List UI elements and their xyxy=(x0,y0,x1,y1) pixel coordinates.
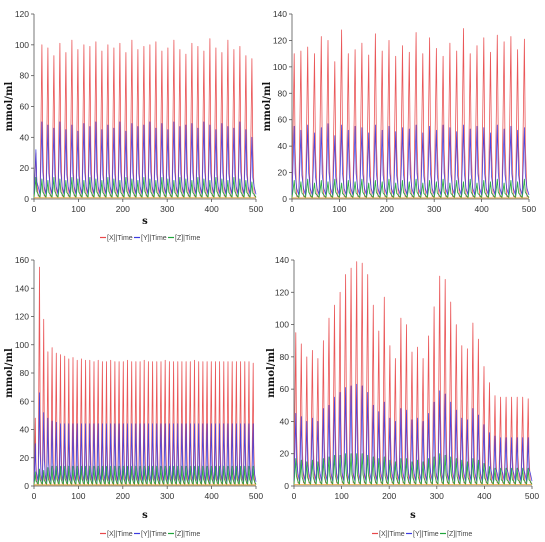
chart-top-left: 0 20 40 60 80 100 120 0 100 200 300 400 500 mmol/ml s [… xyxy=(4,9,263,242)
y-tick-label: 100 xyxy=(275,320,289,330)
y-tick-label: 80 xyxy=(280,352,290,362)
y-tick-label: 100 xyxy=(15,340,29,350)
legend-entry: [Z]|Time xyxy=(447,531,472,538)
y-tick-label: 140 xyxy=(275,255,289,265)
series-line-z xyxy=(293,453,533,485)
x-tick-label: 500 xyxy=(525,491,539,501)
y-tick-label: 20 xyxy=(278,168,288,178)
y-tick-label: 140 xyxy=(15,283,29,293)
x-axis-label: s xyxy=(142,216,148,227)
y-axis-label: mmol/ml xyxy=(4,81,15,131)
x-tick-label: 200 xyxy=(116,491,130,501)
series-line-x xyxy=(293,261,533,484)
y-tick-label: 80 xyxy=(20,71,30,81)
y-tick-label: 20 xyxy=(20,453,30,463)
series-line-y xyxy=(33,121,257,195)
legend-entry: [X]|Time xyxy=(379,531,405,538)
y-tick-label: 80 xyxy=(278,88,288,98)
series-line-z xyxy=(291,178,530,199)
legend-entry: [X]|Time xyxy=(107,235,133,242)
legend-entry: [Z]|Time xyxy=(175,531,200,538)
legend-entry: [Y]|Time xyxy=(141,531,167,538)
y-axis-label: mmol/ml xyxy=(4,348,15,398)
x-tick-label: 100 xyxy=(71,491,85,501)
x-tick-label: 400 xyxy=(475,204,489,214)
legend-entry: [X]|Time xyxy=(107,531,133,538)
y-tick-label: 20 xyxy=(280,449,290,459)
chart-panel-top-right: 0 20 40 60 80 100 120 140 0 100 200 300 400 500 mmol/m… xyxy=(262,0,545,248)
legend-entry: [Y]|Time xyxy=(141,235,167,242)
series-line-y xyxy=(291,123,530,196)
y-tick-label: 40 xyxy=(20,132,30,142)
y-tick-label: 0 xyxy=(24,194,29,204)
y-tick-label: 80 xyxy=(20,368,30,378)
chart-bottom-right: 0 20 40 60 80 100 120 140 0 100 200 300 400 500 mmol/m… xyxy=(266,255,539,538)
chart-panel-bottom-right: 0 20 40 60 80 100 120 140 0 100 200 300 400 500 mmol/m… xyxy=(266,246,545,542)
series-line-y xyxy=(33,392,257,483)
y-tick-label: 40 xyxy=(20,425,30,435)
series-line-x xyxy=(33,38,257,198)
y-tick-label: 20 xyxy=(20,163,30,173)
series-line-z xyxy=(33,176,257,198)
x-tick-label: 300 xyxy=(430,491,444,501)
x-tick-label: 500 xyxy=(249,491,263,501)
x-tick-label: 0 xyxy=(32,491,37,501)
chart-top-right: 0 20 40 60 80 100 120 140 0 100 200 300 400 500 mmol/m… xyxy=(262,9,536,214)
x-tick-label: 300 xyxy=(160,491,174,501)
y-tick-label: 60 xyxy=(20,102,30,112)
series-line-z xyxy=(33,465,257,486)
x-tick-label: 0 xyxy=(290,204,295,214)
x-tick-label: 300 xyxy=(160,204,174,214)
y-tick-label: 0 xyxy=(24,481,29,491)
y-tick-label: 40 xyxy=(278,141,288,151)
x-tick-label: 500 xyxy=(522,204,536,214)
x-tick-label: 100 xyxy=(332,204,346,214)
x-axis-label: s xyxy=(142,510,148,521)
legend-entry: [Y]|Time xyxy=(413,531,439,538)
x-tick-label: 400 xyxy=(205,491,219,501)
y-tick-label: 0 xyxy=(282,194,287,204)
series-line-y xyxy=(293,383,533,482)
legend-entry: [Z]|Time xyxy=(175,235,200,242)
y-tick-label: 120 xyxy=(273,35,287,45)
chart-panel-top-left: 0 20 40 60 80 100 120 0 100 200 300 400 500 mmol/ml s [… xyxy=(0,0,272,248)
y-tick-label: 140 xyxy=(273,9,287,19)
x-axis-label: s xyxy=(410,510,416,521)
x-tick-label: 100 xyxy=(71,204,85,214)
x-tick-label: 400 xyxy=(477,491,491,501)
x-tick-label: 200 xyxy=(116,204,130,214)
y-axis-label: mmol/ml xyxy=(262,81,273,131)
x-tick-label: 400 xyxy=(205,204,219,214)
y-tick-label: 0 xyxy=(284,481,289,491)
chart-bottom-left: 0 20 40 60 80 100 120 140 160 0 100 200 300 400 500 mmo… xyxy=(4,255,263,538)
chart-panel-bottom-left: 0 20 40 60 80 100 120 140 160 0 100 200 300 400 500 mmo… xyxy=(0,246,272,542)
y-tick-label: 100 xyxy=(273,62,287,72)
y-axis-label: mmol/ml xyxy=(266,348,277,398)
y-tick-label: 40 xyxy=(280,416,290,426)
x-tick-label: 200 xyxy=(382,491,396,501)
y-tick-label: 100 xyxy=(15,40,29,50)
y-tick-label: 120 xyxy=(275,287,289,297)
y-tick-label: 120 xyxy=(15,9,29,19)
y-tick-label: 60 xyxy=(278,115,288,125)
y-tick-label: 160 xyxy=(15,255,29,265)
x-tick-label: 200 xyxy=(380,204,394,214)
x-tick-label: 300 xyxy=(427,204,441,214)
x-tick-label: 0 xyxy=(32,204,37,214)
y-tick-label: 60 xyxy=(20,396,30,406)
x-tick-label: 100 xyxy=(335,491,349,501)
x-tick-label: 0 xyxy=(292,491,297,501)
series-line-x xyxy=(291,28,530,198)
x-tick-label: 500 xyxy=(249,204,263,214)
y-tick-label: 60 xyxy=(280,384,290,394)
y-tick-label: 120 xyxy=(15,312,29,322)
